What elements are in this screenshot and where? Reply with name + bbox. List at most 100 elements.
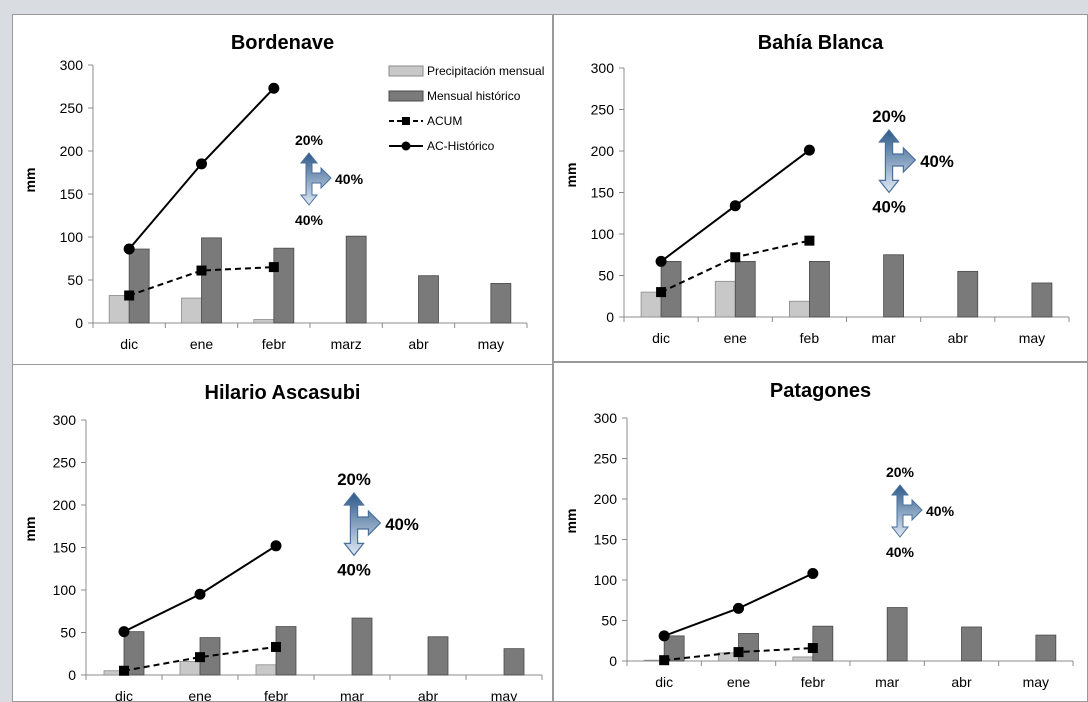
- y-tick-label: 300: [591, 60, 615, 76]
- point-ac-historico: [123, 243, 135, 255]
- y-axis-label: mm: [22, 168, 38, 193]
- x-tick-label: may: [1019, 330, 1045, 346]
- bar-precipitacion-mensual: [789, 300, 810, 318]
- x-tick-label: may: [1023, 674, 1049, 690]
- x-tick-label: febr: [801, 674, 825, 690]
- x-tick-label: mar: [340, 688, 364, 702]
- y-tick-label: 0: [609, 653, 617, 669]
- bar-mensual-historico: [273, 247, 295, 324]
- arrow-shape: [299, 152, 332, 206]
- bar-mensual-historico: [809, 260, 830, 318]
- point-acum: [807, 643, 818, 654]
- x-tick-label: dic: [120, 336, 138, 352]
- y-tick-label: 100: [594, 572, 618, 588]
- outlook-right-label: 40%: [335, 171, 364, 187]
- outlook-arrow-icon: [299, 152, 332, 206]
- outlook-arrow-icon: [878, 129, 917, 194]
- legend-marker-ac-historico: [401, 141, 411, 151]
- y-tick-label: 300: [594, 410, 618, 426]
- x-tick-label: febr: [264, 688, 288, 702]
- y-tick-label: 150: [594, 532, 618, 548]
- bar-mensual-historico: [663, 635, 685, 662]
- arrow-shape: [878, 129, 917, 194]
- y-tick-label: 200: [591, 143, 615, 159]
- point-ac-historico: [118, 626, 130, 638]
- y-tick-label: 300: [60, 57, 84, 73]
- outlook-down-label: 40%: [872, 197, 906, 216]
- chart-plot: 0 50 100 150 200 250 300 dic ene febr marz abr may mm…: [22, 57, 544, 352]
- point-acum: [124, 290, 135, 301]
- bar-mensual-historico: [345, 235, 367, 324]
- chart-title: Patagones: [769, 380, 872, 402]
- x-tick-label: ene: [724, 330, 748, 346]
- chart-plot: 0 50 100 150 200 250 300 dic ene febr mar abr may mm 2…: [22, 412, 543, 702]
- point-acum: [271, 641, 281, 652]
- arrow-shape: [343, 492, 382, 557]
- y-tick-label: 200: [53, 497, 77, 513]
- line-acum: [128, 266, 274, 297]
- x-tick-label: ene: [727, 674, 751, 690]
- panel-bordenave: Bordenave 0 50 100 150 200 250 300 dic ene febr ma…: [12, 14, 553, 366]
- y-axis-label: mm: [563, 163, 579, 188]
- y-tick-label: 0: [68, 667, 76, 683]
- x-tick-label: abr: [951, 674, 972, 690]
- legend-marker-acum: [402, 117, 410, 125]
- chart-title: Hilario Ascasubi: [204, 382, 361, 404]
- point-acum: [804, 235, 815, 246]
- y-tick-label: 250: [594, 451, 618, 467]
- point-acum: [195, 652, 205, 663]
- y-tick-label: 150: [53, 540, 77, 556]
- x-tick-label: dic: [652, 330, 670, 346]
- bar-mensual-historico: [957, 270, 979, 318]
- bar-precipitacion-mensual: [179, 660, 201, 676]
- line-acum: [123, 645, 277, 672]
- y-tick-label: 50: [601, 613, 617, 629]
- point-ac-historico: [196, 158, 207, 170]
- bar-mensual-historico: [961, 626, 982, 662]
- outlook-down-label: 40%: [886, 544, 915, 560]
- y-tick-label: 250: [53, 455, 77, 471]
- point-acum: [196, 265, 207, 276]
- y-tick-label: 50: [60, 625, 76, 641]
- y-tick-label: 250: [60, 100, 84, 116]
- y-tick-label: 50: [598, 268, 614, 284]
- x-tick-label: abr: [948, 330, 969, 346]
- legend-swatch-historico: [388, 90, 424, 102]
- chart-plot: 0 50 100 150 200 250 300 dic ene febr mar abr may mm 2…: [563, 410, 1074, 690]
- bar-mensual-historico: [418, 275, 439, 324]
- bar-precipitacion-mensual: [253, 319, 275, 324]
- panel-bahia-blanca: Bahía Blanca 0 50 100 150 200 250 300 dic ene feb…: [553, 14, 1088, 362]
- point-acum: [656, 287, 667, 298]
- outlook-right-label: 40%: [920, 152, 954, 171]
- bar-mensual-historico: [123, 631, 145, 676]
- bar-mensual-historico: [351, 617, 373, 676]
- point-acum: [659, 655, 670, 666]
- outlook-up-label: 20%: [886, 464, 915, 480]
- x-tick-label: dic: [655, 674, 673, 690]
- bar-precipitacion-mensual: [714, 280, 736, 318]
- y-tick-label: 0: [606, 309, 614, 325]
- bar-mensual-historico: [734, 260, 756, 318]
- x-tick-label: mar: [875, 674, 899, 690]
- y-tick-label: 100: [53, 582, 77, 598]
- bar-mensual-historico: [1031, 282, 1053, 318]
- point-ac-historico: [270, 540, 282, 552]
- arrow-shape: [890, 484, 923, 538]
- point-ac-historico: [658, 630, 670, 642]
- bar-mensual-historico: [128, 248, 150, 324]
- outlook-arrow-icon: [890, 484, 923, 538]
- x-tick-label: abr: [408, 336, 429, 352]
- point-ac-historico: [194, 588, 206, 600]
- point-ac-historico: [655, 255, 667, 267]
- y-tick-label: 200: [594, 491, 618, 507]
- chart-plot: 0 50 100 150 200 250 300 dic ene feb mar abr may mm 20…: [563, 60, 1070, 346]
- point-acum: [119, 665, 129, 676]
- outlook-right-label: 40%: [385, 515, 419, 534]
- y-axis-label: mm: [22, 517, 38, 542]
- point-acum: [733, 647, 744, 658]
- x-tick-label: mar: [872, 330, 896, 346]
- x-tick-label: abr: [418, 688, 439, 702]
- bar-precipitacion-mensual: [792, 656, 814, 662]
- bar-mensual-historico: [1035, 634, 1057, 662]
